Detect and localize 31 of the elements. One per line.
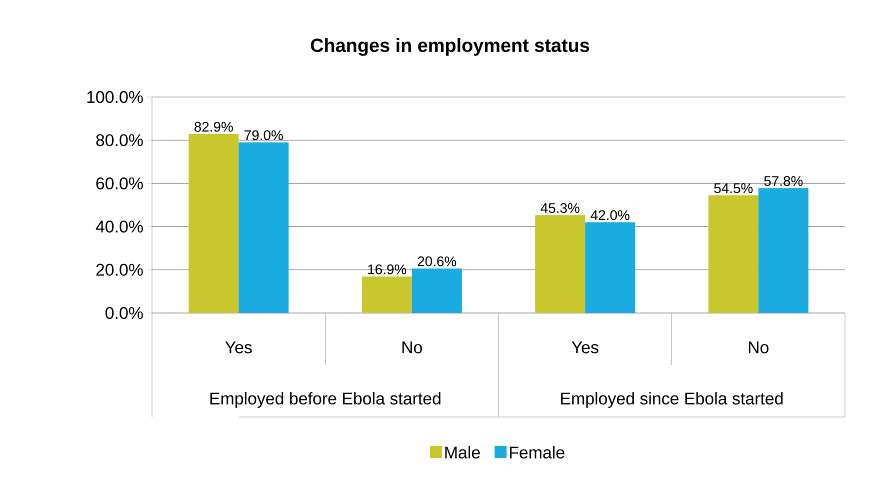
data-label: 42.0% — [590, 210, 630, 220]
bar — [758, 188, 808, 313]
bar — [238, 142, 289, 313]
legend-label: Female — [510, 446, 564, 459]
data-label: 20.6% — [418, 256, 456, 266]
chart-title: Changes in employment status — [310, 38, 590, 56]
data-label: 57.8% — [764, 176, 803, 186]
data-label: 45.3% — [540, 203, 580, 213]
bar — [708, 195, 758, 313]
text: Employed before Ebola started — [210, 392, 440, 408]
y-tick-label: 80.0% — [96, 134, 143, 146]
y-tick-label: 60.0% — [96, 177, 143, 190]
bar — [535, 215, 586, 313]
bar — [412, 268, 462, 313]
bar — [362, 276, 412, 313]
y-tick-label: 20.0% — [96, 264, 143, 276]
x-tick-label: No — [748, 342, 768, 354]
y-tick-label: 40.0% — [96, 220, 143, 233]
y-tick-label: 100.0% — [87, 91, 143, 103]
x-tick-label: Yes — [572, 342, 598, 354]
legend-label: Male — [445, 446, 480, 459]
bar — [585, 222, 636, 313]
data-label: 79.0% — [244, 130, 283, 140]
x-tick-label: No — [402, 342, 422, 354]
text: Employed since Ebola started — [561, 392, 783, 408]
data-label: 82.9% — [194, 122, 233, 132]
data-label: 54.5% — [714, 183, 753, 194]
data-label: 16.9% — [368, 264, 406, 274]
y-tick-label: 0.0% — [106, 307, 143, 319]
x-tick-label: Yes — [225, 342, 252, 354]
bar — [188, 134, 239, 313]
